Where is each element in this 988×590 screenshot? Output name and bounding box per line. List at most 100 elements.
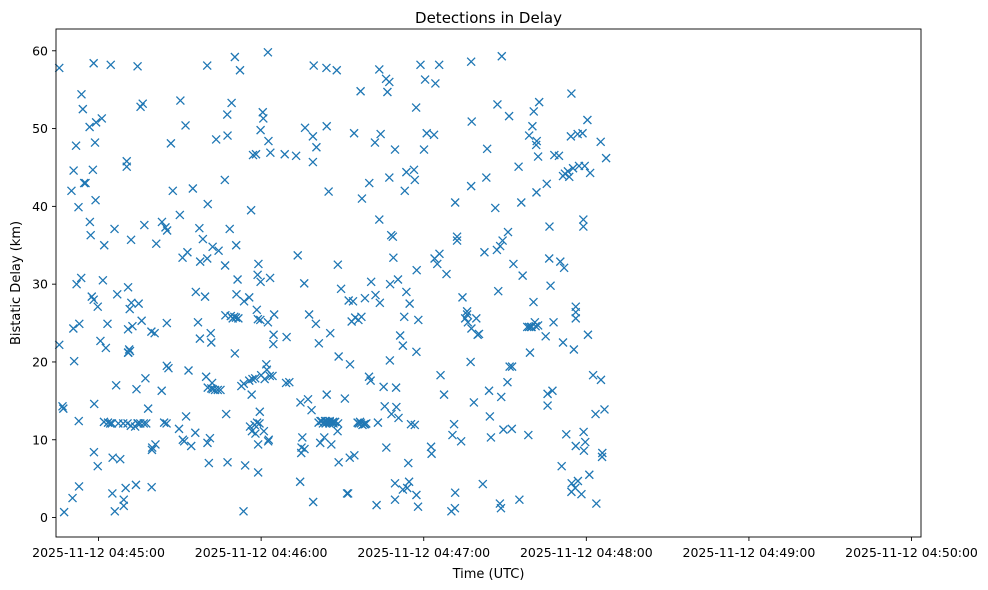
- data-point: [398, 341, 408, 351]
- data-point: [97, 114, 107, 123]
- data-point: [246, 205, 256, 215]
- data-point: [264, 435, 274, 445]
- data-point: [150, 328, 160, 338]
- data-point: [578, 128, 587, 138]
- data-point: [125, 304, 135, 314]
- data-point: [496, 392, 506, 402]
- data-point: [284, 377, 294, 387]
- data-point: [394, 413, 403, 423]
- data-point: [308, 497, 318, 507]
- data-point: [580, 437, 590, 447]
- data-point: [140, 373, 150, 383]
- data-point: [427, 449, 437, 459]
- data-point: [567, 478, 577, 488]
- data-point: [150, 439, 160, 449]
- data-point: [405, 299, 415, 309]
- data-point: [410, 420, 420, 430]
- data-point: [244, 292, 254, 302]
- data-point: [416, 60, 425, 70]
- data-point: [253, 314, 263, 324]
- data-point: [54, 340, 64, 350]
- data-point: [366, 376, 376, 386]
- data-point: [223, 457, 232, 467]
- data-point: [253, 270, 263, 280]
- data-point: [143, 404, 153, 414]
- data-point: [525, 348, 535, 358]
- data-point: [91, 117, 101, 127]
- data-point: [463, 317, 473, 327]
- data-point: [309, 61, 319, 71]
- data-point: [432, 259, 442, 269]
- data-point: [469, 397, 479, 407]
- data-point: [467, 117, 477, 127]
- data-point: [554, 151, 564, 161]
- data-point: [216, 385, 225, 395]
- data-point: [68, 324, 78, 333]
- data-point: [325, 328, 335, 338]
- data-point: [403, 458, 413, 468]
- data-point: [482, 144, 492, 154]
- data-point: [563, 166, 573, 176]
- data-point: [516, 198, 526, 207]
- data-point: [139, 220, 149, 230]
- data-point: [391, 383, 401, 393]
- data-point: [88, 165, 98, 175]
- data-point: [343, 488, 353, 498]
- data-point: [384, 77, 394, 87]
- data-point: [105, 418, 115, 428]
- data-point: [529, 107, 539, 116]
- data-point: [184, 366, 193, 375]
- data-point: [248, 150, 258, 160]
- data-point: [533, 320, 543, 330]
- data-point: [376, 129, 386, 139]
- data-point: [496, 503, 506, 513]
- data-point: [311, 319, 321, 329]
- data-point: [222, 110, 232, 120]
- data-point: [569, 345, 579, 354]
- data-point: [303, 394, 313, 404]
- data-point: [260, 374, 270, 384]
- data-point: [213, 385, 223, 395]
- data-point: [179, 436, 189, 446]
- data-point: [54, 63, 64, 73]
- data-point: [79, 178, 89, 188]
- data-point: [119, 495, 129, 505]
- data-point: [147, 445, 157, 455]
- data-point: [263, 317, 273, 327]
- data-point: [402, 483, 412, 493]
- data-point: [227, 98, 237, 108]
- data-point: [239, 506, 248, 516]
- data-point: [206, 338, 216, 347]
- data-point: [112, 289, 122, 299]
- data-point: [253, 259, 263, 269]
- data-point: [127, 321, 137, 331]
- data-point: [220, 175, 230, 185]
- data-point: [198, 234, 208, 244]
- data-point: [66, 186, 76, 196]
- data-point: [90, 138, 100, 148]
- data-point: [247, 390, 257, 400]
- data-point: [400, 186, 410, 196]
- data-point: [252, 305, 262, 315]
- data-point: [584, 470, 594, 480]
- data-point: [518, 271, 528, 281]
- data-point: [442, 269, 451, 279]
- data-point: [107, 488, 117, 498]
- data-point: [141, 418, 151, 428]
- data-point: [132, 384, 141, 394]
- x-tick-label: 2025-11-12 04:48:00: [520, 545, 653, 560]
- data-point: [69, 356, 79, 366]
- data-point: [240, 460, 250, 470]
- y-axis-label: Bistatic Delay (km): [9, 221, 24, 345]
- data-point: [532, 136, 542, 146]
- data-point: [59, 507, 69, 517]
- data-point: [265, 273, 275, 283]
- data-point: [95, 336, 105, 346]
- data-point: [202, 61, 212, 71]
- data-point: [175, 210, 185, 220]
- data-point: [390, 145, 400, 155]
- data-point: [578, 215, 588, 225]
- data-point: [507, 362, 517, 372]
- data-point: [371, 290, 380, 300]
